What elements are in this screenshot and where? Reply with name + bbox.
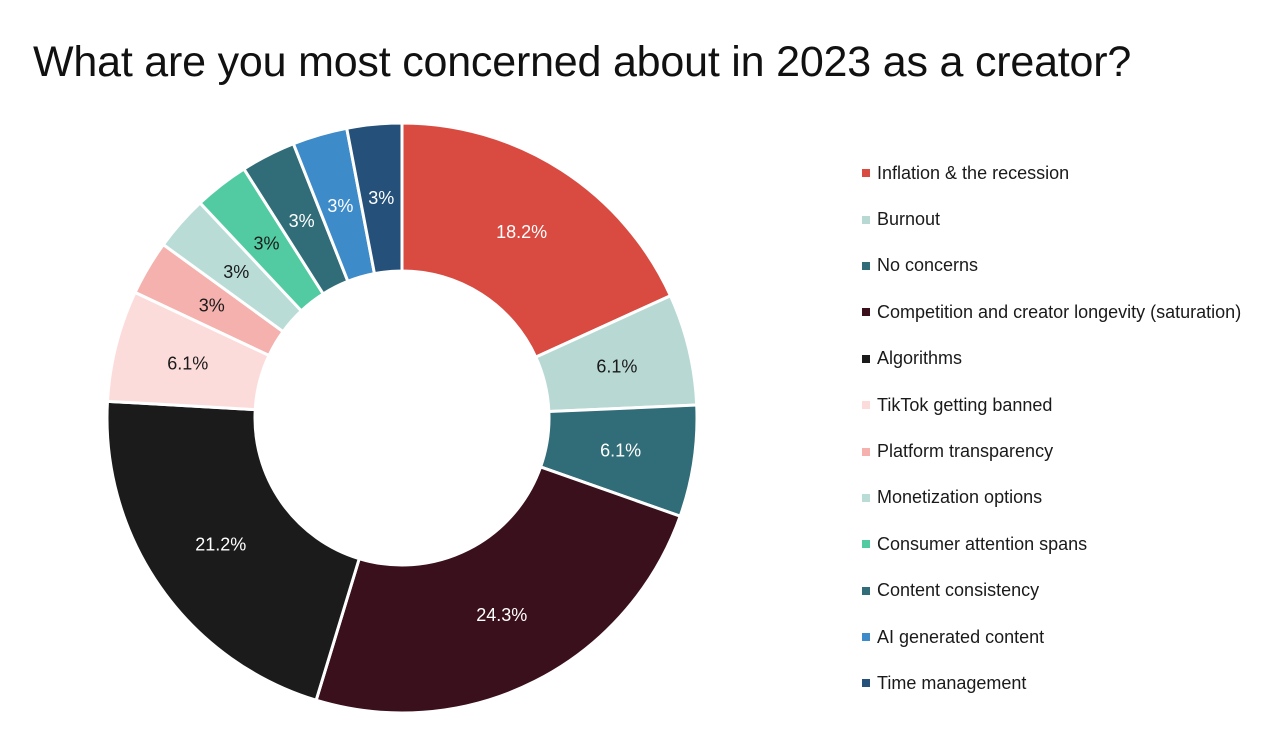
legend-label: Inflation & the recession — [877, 162, 1070, 183]
slice-value-label: 3% — [223, 262, 249, 282]
slice-value-label: 6.1% — [167, 354, 208, 374]
donut-slice — [105, 399, 362, 703]
slice-value-label: 3% — [327, 196, 353, 216]
legend-label: Monetization options — [877, 487, 1043, 508]
legend-label: AI generated content — [877, 626, 1045, 647]
legend-item: Burnout — [862, 196, 1272, 242]
legend-item: Platform transparency — [862, 428, 1272, 474]
labels-group: 18.2%6.1%6.1%24.3%21.2%6.1%3%3%3%3%3% 3% — [167, 188, 641, 625]
legend-swatch — [862, 308, 870, 317]
slice-value-label: 3% — [254, 233, 280, 253]
slice-value-label: 3% — [199, 296, 225, 316]
legend-label: Burnout — [877, 209, 941, 230]
donut-chart: 18.2%6.1%6.1%24.3%21.2%6.1%3%3%3%3%3% 3% — [105, 121, 699, 715]
slice-value-label: 3% — [368, 188, 394, 208]
donut-slice — [344, 121, 404, 276]
legend-item: AI generated content — [862, 614, 1272, 660]
legend: Inflation & the recession Burnout No conce… — [862, 150, 1272, 707]
legend-swatch — [862, 215, 870, 224]
legend-item: Monetization options — [862, 475, 1272, 521]
slice-value-label: 24.3% — [476, 605, 527, 625]
legend-swatch — [862, 354, 870, 363]
slice-value-label: 6.1% — [600, 441, 641, 461]
slice-value-label: 6.1% — [596, 356, 637, 376]
slice-value-label: 3% — [289, 211, 315, 231]
legend-label: Content consistency — [877, 580, 1040, 601]
donut-slice — [314, 465, 683, 715]
legend-label: Consumer attention spans — [877, 533, 1088, 554]
legend-item: Algorithms — [862, 336, 1272, 382]
legend-item: Competition and creator longevity (satur… — [862, 289, 1272, 335]
slice-value-label: 18.2% — [496, 222, 547, 242]
legend-swatch — [862, 447, 870, 456]
legend-item: TikTok getting banned — [862, 382, 1272, 428]
legend-item: Time management — [862, 660, 1272, 706]
legend-swatch — [862, 261, 870, 270]
slice-value-label: 21.2% — [195, 535, 246, 555]
legend-swatch — [862, 493, 870, 502]
legend-swatch — [862, 401, 870, 410]
legend-swatch — [862, 540, 870, 549]
legend-label: No concerns — [877, 255, 979, 276]
legend-label: Competition and creator longevity (satur… — [877, 301, 1242, 322]
legend-item: Consumer attention spans — [862, 521, 1272, 567]
chart-title: What are you most concerned about in 202… — [33, 38, 1132, 86]
legend-label: Algorithms — [877, 348, 963, 369]
legend-item: Content consistency — [862, 568, 1272, 614]
legend-item: Inflation & the recession — [862, 150, 1272, 196]
legend-swatch — [862, 169, 870, 178]
legend-label: Time management — [877, 672, 1027, 693]
legend-label: TikTok getting banned — [877, 394, 1053, 415]
slices-group — [105, 121, 699, 715]
donut-slice — [400, 121, 673, 360]
legend-item: No concerns — [862, 243, 1272, 289]
legend-swatch — [862, 586, 870, 595]
legend-label: Platform transparency — [877, 441, 1054, 462]
legend-swatch — [862, 633, 870, 642]
legend-swatch — [862, 679, 870, 688]
